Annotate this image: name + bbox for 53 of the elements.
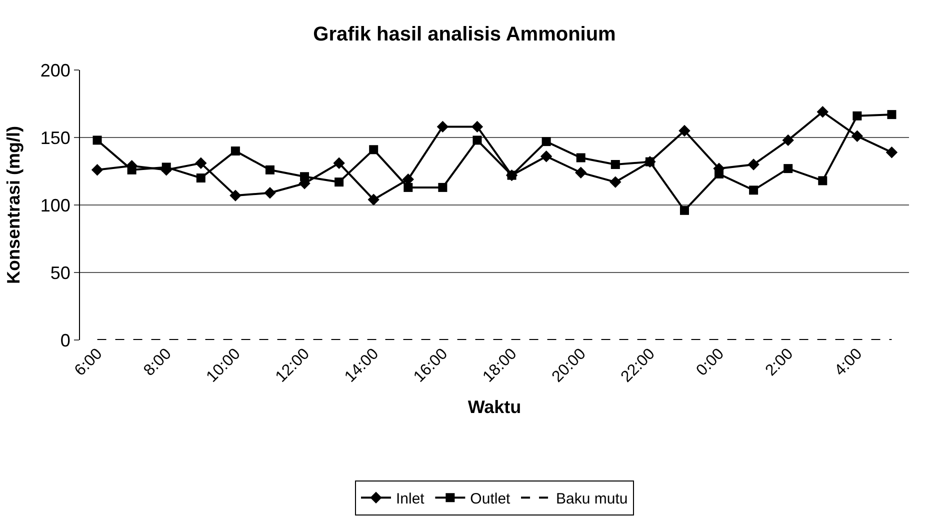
point [886,146,898,158]
legend-label: Baku mutu [556,490,628,508]
point [575,166,587,178]
point [472,136,482,145]
x-tick-label: 4:00 [832,345,866,380]
y-axis-title: Konsentrasi (mg/l) [4,126,24,284]
point [576,153,586,162]
x-tick-label: 8:00 [140,345,175,380]
point [265,165,274,174]
point [404,182,413,192]
point [852,111,862,120]
point [369,145,378,154]
point [714,169,724,178]
point [92,136,102,145]
point [264,187,276,199]
y-tick-label: 150 [40,128,70,148]
point [818,176,828,186]
point [300,172,310,182]
point [438,182,448,192]
point [230,190,242,202]
y-tick-label: 0 [60,330,70,350]
point [749,186,758,195]
point [610,176,622,188]
x-tick-label: 6:00 [72,345,106,380]
point [162,162,171,172]
point [196,174,206,182]
point [368,194,380,206]
x-axis-title: Waktu [468,396,522,417]
legend-label: Outlet [470,490,512,508]
point [471,120,484,133]
point [334,178,344,187]
point [195,157,207,169]
legend-label: Inlet [396,490,426,508]
point [782,134,794,146]
point [91,164,104,176]
point [748,158,760,170]
point [230,146,240,156]
point [678,124,690,137]
chart-title: Grafik hasil analisis Ammonium [313,23,616,46]
y-tick-label: 50 [50,262,70,283]
point [784,164,793,174]
y-tick-label: 100 [40,195,70,216]
point [333,157,345,169]
point [816,106,828,118]
point [436,120,449,133]
point [540,150,552,162]
x-tick-label: 0:00 [693,345,728,380]
point [610,160,620,169]
point [887,110,896,120]
point [680,206,689,215]
point [851,130,864,142]
y-tick-label: 200 [40,60,70,80]
point [542,137,551,146]
